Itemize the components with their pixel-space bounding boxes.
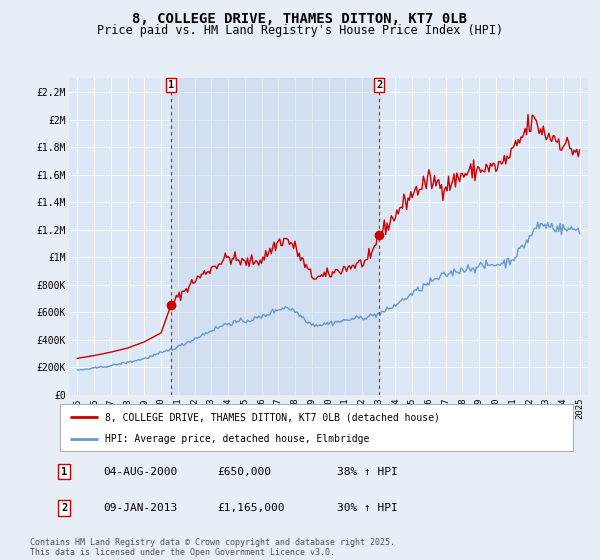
Text: 04-AUG-2000: 04-AUG-2000 bbox=[103, 466, 178, 477]
Text: £1,165,000: £1,165,000 bbox=[217, 503, 285, 513]
Text: 1: 1 bbox=[168, 80, 174, 90]
Text: 1: 1 bbox=[61, 466, 67, 477]
Text: 2: 2 bbox=[61, 503, 67, 513]
Text: 09-JAN-2013: 09-JAN-2013 bbox=[103, 503, 178, 513]
Text: 8, COLLEGE DRIVE, THAMES DITTON, KT7 0LB (detached house): 8, COLLEGE DRIVE, THAMES DITTON, KT7 0LB… bbox=[105, 412, 440, 422]
Text: 30% ↑ HPI: 30% ↑ HPI bbox=[337, 503, 398, 513]
Text: 38% ↑ HPI: 38% ↑ HPI bbox=[337, 466, 398, 477]
Text: Contains HM Land Registry data © Crown copyright and database right 2025.
This d: Contains HM Land Registry data © Crown c… bbox=[30, 538, 395, 557]
Text: Price paid vs. HM Land Registry's House Price Index (HPI): Price paid vs. HM Land Registry's House … bbox=[97, 24, 503, 36]
Text: 8, COLLEGE DRIVE, THAMES DITTON, KT7 0LB: 8, COLLEGE DRIVE, THAMES DITTON, KT7 0LB bbox=[133, 12, 467, 26]
Text: £650,000: £650,000 bbox=[217, 466, 271, 477]
Text: 2: 2 bbox=[376, 80, 382, 90]
Text: HPI: Average price, detached house, Elmbridge: HPI: Average price, detached house, Elmb… bbox=[105, 434, 370, 444]
Bar bbox=[171, 78, 379, 395]
